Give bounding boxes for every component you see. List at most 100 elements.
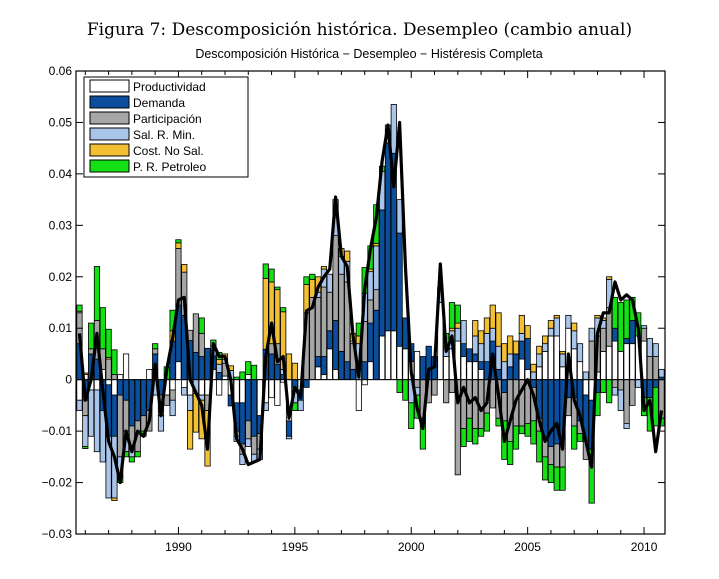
bar-segment-p-r-petroleo <box>460 428 467 447</box>
bar-segment-demanda <box>379 209 386 337</box>
bar-segment-p-r-petroleo <box>600 379 607 393</box>
bar-segment-sal-r-min- <box>285 435 293 440</box>
total-line <box>77 120 664 485</box>
y-tick-label: −0.01 <box>42 424 73 438</box>
bar-segment-sal-r-min- <box>652 343 659 357</box>
bar-segment-cost-no-sal- <box>559 350 566 355</box>
bar-segment-sal-r-min- <box>93 389 101 453</box>
bar-segment-demanda <box>373 309 380 381</box>
bar-segment-p-r-petroleo <box>88 322 95 350</box>
bar-segment-productividad <box>239 379 246 404</box>
bar-segment-demanda <box>192 351 199 381</box>
bar-segment-productividad <box>111 379 118 396</box>
bar-segment-sal-r-min- <box>530 371 537 381</box>
y-tick-label: 0.05 <box>49 115 73 129</box>
bar-segment-demanda <box>134 379 141 422</box>
bar-segment-p-r-petroleo <box>553 466 560 491</box>
bar-segment-participaci-n <box>431 379 438 396</box>
bar-segment-demanda <box>507 366 514 381</box>
bar-segment-demanda <box>239 402 246 445</box>
bar-segment-sal-r-min- <box>611 386 619 396</box>
bar-segment-p-r-petroleo <box>239 371 246 381</box>
bar-segment-sal-r-min- <box>472 335 479 355</box>
bar-segment-cost-no-sal- <box>536 345 543 355</box>
bar-segment-p-r-petroleo <box>530 420 537 445</box>
bar-segment-demanda <box>466 348 473 363</box>
bar-segment-participaci-n <box>105 358 112 381</box>
bar-segment-participaci-n <box>332 235 339 321</box>
bar-segment-demanda <box>204 347 211 381</box>
bar-segment-cost-no-sal- <box>606 276 613 280</box>
bar-segment-sal-r-min- <box>373 245 380 291</box>
y-tick-label: 0.01 <box>49 321 73 335</box>
bar-segment-participaci-n <box>198 332 205 357</box>
bar-segment-participaci-n <box>245 420 252 440</box>
bar-segment-cost-no-sal- <box>320 266 328 270</box>
bar-segment-p-r-petroleo <box>93 266 101 321</box>
bar-segment-cost-no-sal- <box>216 359 223 365</box>
bar-segment-p-r-petroleo <box>268 268 275 283</box>
bar-segment-participaci-n <box>251 435 258 455</box>
bar-segment-productividad <box>443 356 450 381</box>
bar-segment-p-r-petroleo <box>402 379 409 401</box>
bar-segment-cost-no-sal- <box>489 304 496 329</box>
bar-segment-sal-r-min- <box>495 345 502 370</box>
bar-segment-participaci-n <box>448 379 456 393</box>
bar-segment-cost-no-sal- <box>542 335 549 345</box>
bar-segment-demanda <box>140 379 147 417</box>
y-tick-label: −0.02 <box>42 476 73 490</box>
bar-segment-participaci-n <box>117 394 124 458</box>
bar-segment-productividad <box>553 335 560 381</box>
bar-segment-p-r-petroleo <box>536 430 543 463</box>
bar-segment-productividad <box>606 345 613 381</box>
bar-segment-demanda <box>332 320 339 370</box>
bar-segment-productividad <box>274 379 281 406</box>
bar-segment-participaci-n <box>652 356 659 381</box>
bar-segment-productividad <box>181 379 188 388</box>
bar-segment-participaci-n <box>111 374 118 381</box>
bar-segment-demanda <box>501 379 508 393</box>
bar-segment-productividad <box>367 361 374 381</box>
bar-segment-cost-no-sal- <box>512 340 520 355</box>
bar-segment-participaci-n <box>315 296 322 357</box>
legend-label: Productividad <box>133 80 206 94</box>
x-tick-label: 2005 <box>514 540 541 554</box>
bar-segment-demanda <box>512 353 520 381</box>
bar-segment-p-r-petroleo <box>542 456 549 481</box>
bar-segment-cost-no-sal- <box>454 322 461 329</box>
bar-segment-cost-no-sal- <box>483 317 490 334</box>
legend-label: P. R. Petroleo <box>133 160 206 174</box>
bar-segment-p-r-petroleo <box>559 466 566 491</box>
figure-caption: Figura 7: Descomposición histórica. Dese… <box>86 20 633 40</box>
bar-segment-productividad <box>402 348 409 381</box>
bar-segment-sal-r-min- <box>460 320 467 345</box>
bar-segment-sal-r-min- <box>640 325 648 329</box>
bar-segment-productividad <box>76 379 83 401</box>
bar-segment-productividad <box>536 366 543 381</box>
x-tick-label: 2010 <box>631 540 658 554</box>
bar-segment-sal-r-min- <box>390 104 397 154</box>
bar-segment-demanda <box>320 356 328 375</box>
bar-segment-participaci-n <box>82 399 89 417</box>
bar-segment-sal-r-min- <box>82 415 89 447</box>
bar-segment-productividad <box>629 343 636 381</box>
bar-segment-productividad <box>582 379 589 396</box>
bar-segment-productividad <box>576 361 584 381</box>
bar-segment-participaci-n <box>611 379 619 388</box>
bar-segment-p-r-petroleo <box>478 428 485 437</box>
bar-segment-cost-no-sal- <box>111 497 118 501</box>
bar-segment-cost-no-sal- <box>594 314 601 319</box>
bar-segment-sal-r-min- <box>582 371 589 381</box>
bar-segment-participaci-n <box>175 248 182 306</box>
bar-segment-cost-no-sal- <box>524 325 531 339</box>
bar-segment-demanda <box>128 379 135 427</box>
y-tick-label: 0.03 <box>49 218 73 232</box>
bar-segment-productividad <box>559 366 566 381</box>
bar-segment-p-r-petroleo <box>198 317 205 334</box>
bar-segment-productividad <box>460 356 467 381</box>
bar-segment-p-r-petroleo <box>652 386 659 427</box>
legend-swatch <box>89 159 130 173</box>
bar-segment-sal-r-min- <box>483 332 490 363</box>
bar-segment-sal-r-min- <box>186 394 194 411</box>
bar-segment-sal-r-min- <box>565 314 572 329</box>
